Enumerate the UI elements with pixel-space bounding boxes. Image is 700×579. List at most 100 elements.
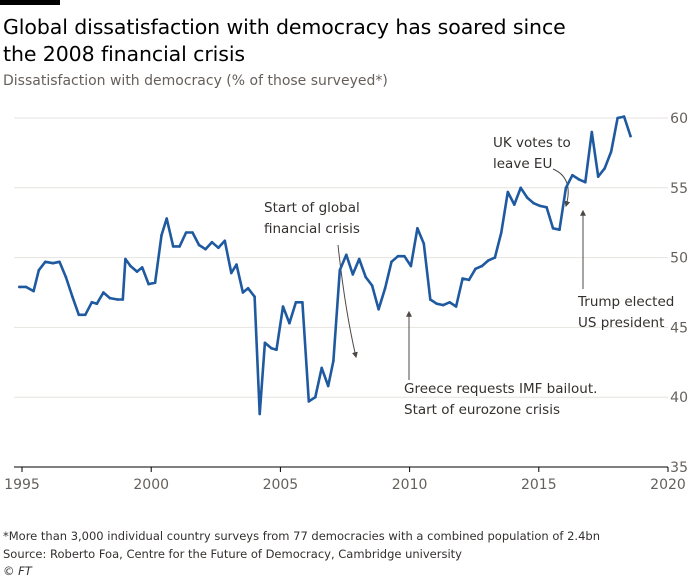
x-tick-label: 2005 bbox=[263, 477, 299, 493]
data-point bbox=[275, 348, 278, 352]
annotation-text: Greece requests IMF bailout. bbox=[404, 381, 597, 397]
data-point bbox=[357, 257, 361, 261]
data-point bbox=[525, 196, 529, 199]
data-point bbox=[377, 308, 380, 311]
data-point bbox=[71, 295, 74, 299]
data-point bbox=[90, 301, 94, 304]
data-point bbox=[590, 130, 594, 134]
data-point bbox=[461, 277, 464, 280]
data-point bbox=[294, 301, 298, 304]
data-point bbox=[409, 264, 413, 268]
data-point bbox=[538, 204, 542, 208]
data-point bbox=[121, 298, 125, 301]
data-point bbox=[616, 116, 619, 120]
data-point bbox=[448, 301, 452, 304]
chart-subtitle: Dissatisfaction with democracy (% of tho… bbox=[3, 73, 388, 89]
x-tick-label: 2020 bbox=[650, 477, 686, 493]
data-point bbox=[629, 134, 632, 138]
data-point bbox=[135, 270, 139, 273]
data-point bbox=[364, 275, 368, 279]
data-point bbox=[204, 247, 207, 251]
data-point bbox=[263, 341, 267, 345]
data-point bbox=[609, 150, 613, 153]
data-point bbox=[77, 313, 81, 317]
data-point bbox=[246, 287, 250, 290]
grid-lines bbox=[14, 117, 668, 468]
data-point bbox=[396, 254, 400, 258]
annotation-leader bbox=[337, 244, 358, 359]
data-point bbox=[487, 259, 490, 262]
series-line bbox=[18, 115, 632, 416]
data-point bbox=[351, 273, 355, 276]
y-tick-label: 45 bbox=[670, 320, 688, 336]
axis-tick-labels: 35 40 45 50 55 60 1995 2000 2005 2010 2015 2020 bbox=[4, 111, 688, 493]
data-point bbox=[435, 302, 439, 306]
annotations: Start of global financial crisis Greece re… bbox=[264, 135, 674, 418]
data-point bbox=[441, 303, 445, 307]
data-point bbox=[558, 228, 561, 231]
annotation-text: leave EU bbox=[493, 156, 552, 172]
data-point bbox=[140, 266, 144, 269]
y-tick-label: 40 bbox=[670, 390, 688, 406]
data-point bbox=[147, 282, 150, 286]
annotation-text: financial crisis bbox=[264, 221, 360, 237]
data-point bbox=[84, 313, 87, 317]
data-point bbox=[281, 305, 285, 308]
annotation: Greece requests IMF bailout. Start of eur… bbox=[404, 310, 597, 418]
y-tick-label: 35 bbox=[670, 460, 688, 476]
data-point bbox=[217, 246, 220, 250]
annotation-text: UK votes to bbox=[493, 135, 571, 151]
data-point bbox=[467, 278, 471, 282]
annotation: Start of global financial crisis bbox=[264, 200, 360, 359]
data-point bbox=[95, 302, 99, 306]
ft-brand-bar bbox=[0, 0, 60, 5]
data-point bbox=[116, 298, 119, 301]
data-point bbox=[454, 305, 458, 308]
data-point bbox=[429, 298, 432, 301]
data-point bbox=[390, 260, 393, 264]
data-point bbox=[230, 271, 233, 275]
data-point bbox=[577, 178, 581, 181]
data-point bbox=[416, 227, 419, 230]
annotation-text: US president bbox=[578, 315, 664, 331]
data-point bbox=[18, 285, 21, 289]
data-point bbox=[571, 173, 574, 177]
data-point bbox=[153, 281, 157, 285]
data-point bbox=[197, 243, 201, 247]
data-point bbox=[320, 366, 324, 370]
data-point bbox=[108, 296, 112, 300]
data-point bbox=[124, 257, 127, 261]
data-point bbox=[383, 287, 387, 290]
data-point bbox=[178, 245, 181, 248]
data-point bbox=[171, 245, 175, 248]
y-tick-label: 60 bbox=[670, 111, 688, 127]
data-point bbox=[506, 190, 510, 194]
data-point bbox=[223, 239, 227, 243]
data-point bbox=[493, 256, 497, 259]
data-point bbox=[64, 275, 68, 279]
data-point bbox=[160, 234, 163, 237]
x-tick-label: 2015 bbox=[521, 477, 557, 493]
data-point bbox=[326, 384, 330, 388]
data-point bbox=[191, 231, 194, 234]
data-point bbox=[584, 180, 587, 184]
annotation-text: Start of global bbox=[264, 200, 360, 216]
data-point bbox=[596, 175, 600, 178]
data-point bbox=[474, 267, 477, 271]
data-point bbox=[258, 412, 262, 416]
data-point bbox=[480, 264, 484, 268]
data-point bbox=[338, 268, 342, 272]
data-point bbox=[210, 240, 214, 244]
annotation: Trump elected US president bbox=[577, 209, 674, 331]
data-point bbox=[545, 206, 548, 209]
data-point bbox=[165, 217, 168, 220]
data-point bbox=[24, 285, 28, 289]
data-point bbox=[51, 261, 55, 265]
x-tick-label: 1995 bbox=[4, 477, 40, 493]
data-point bbox=[513, 203, 516, 206]
source-note: Source: Roberto Foa, Centre for the Futu… bbox=[3, 547, 462, 561]
data-series bbox=[18, 115, 632, 416]
data-point bbox=[37, 268, 41, 272]
annotation-text: Trump elected bbox=[577, 294, 674, 310]
